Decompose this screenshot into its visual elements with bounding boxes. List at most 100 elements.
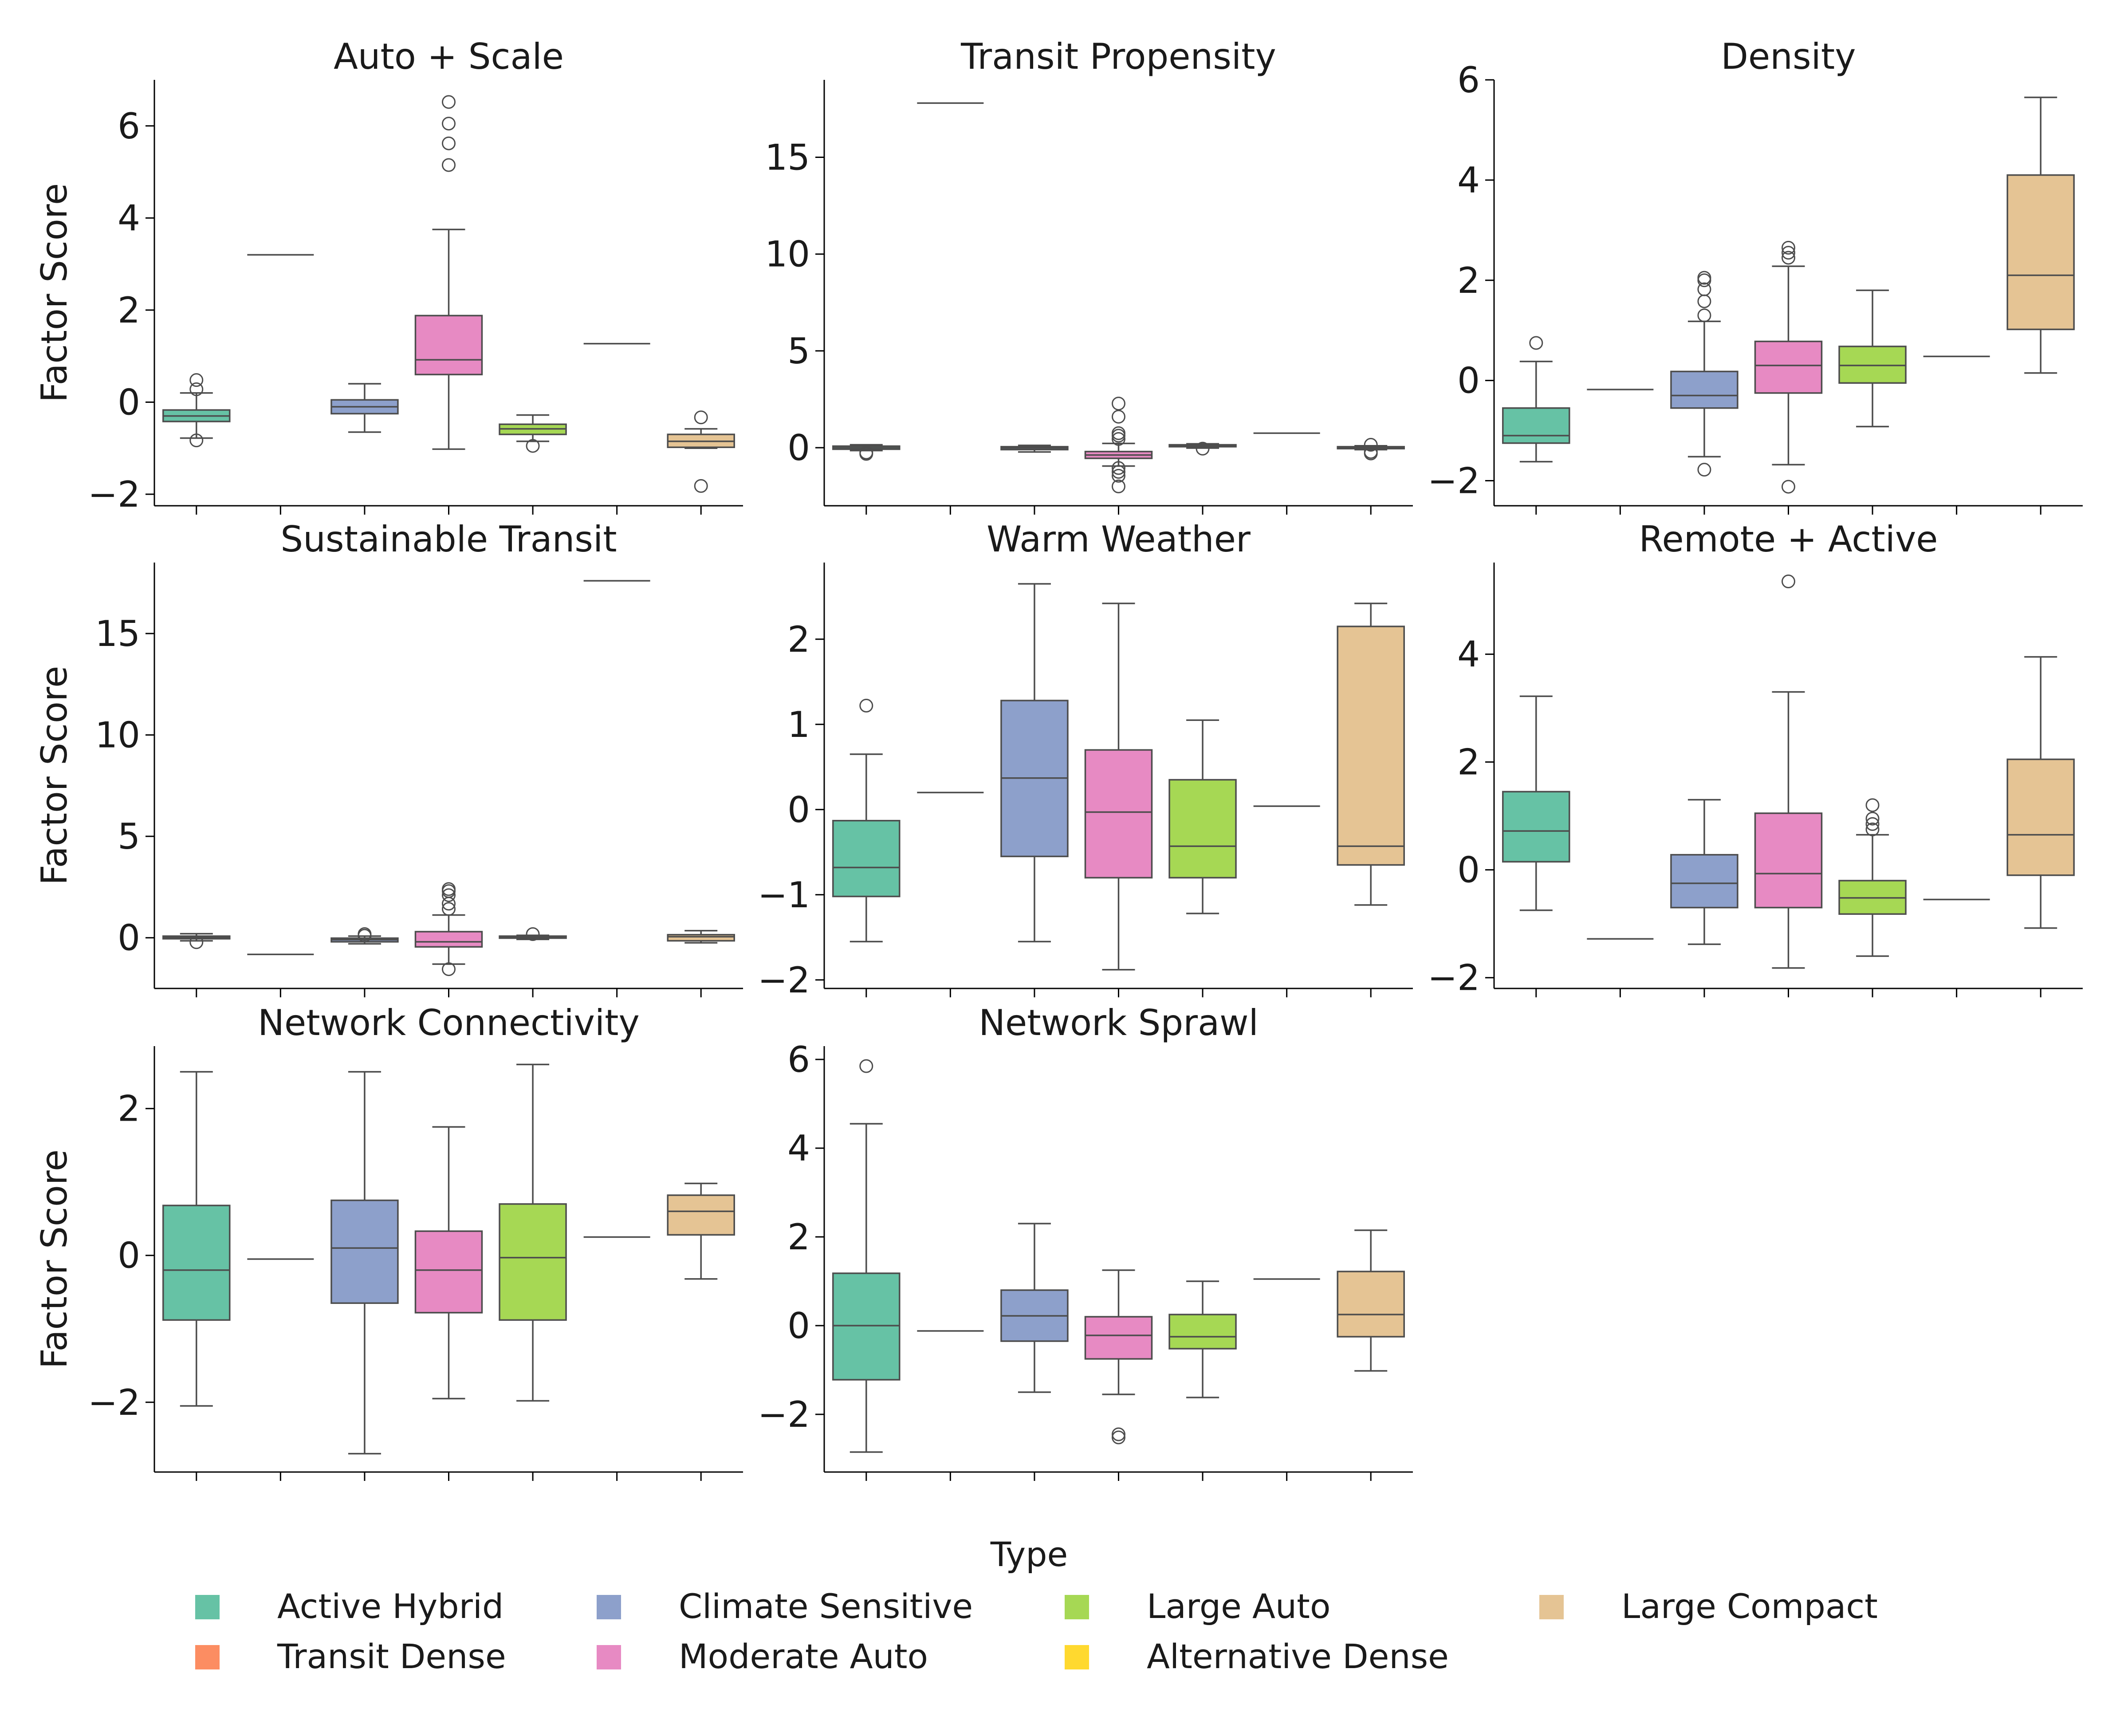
outlier-point bbox=[442, 882, 456, 896]
panel-title: Remote + Active bbox=[1639, 519, 1938, 560]
iqr-box bbox=[667, 1194, 735, 1236]
y-tick-label: 4 bbox=[1457, 160, 1480, 201]
legend-swatch bbox=[195, 1645, 220, 1669]
iqr-box bbox=[667, 934, 735, 942]
y-tick-label: 2 bbox=[118, 290, 140, 331]
y-tick-label: 0 bbox=[1457, 850, 1480, 891]
legend-item-large-compact: Large Compact bbox=[1539, 1586, 1878, 1626]
y-axis-label: Factor Score bbox=[34, 183, 75, 402]
legend-item-active-hybrid: Active Hybrid bbox=[195, 1586, 503, 1626]
iqr-box bbox=[414, 931, 483, 948]
iqr-box bbox=[1502, 407, 1570, 444]
outlier-point bbox=[442, 95, 456, 109]
outlier-point bbox=[189, 373, 204, 387]
y-tick-label: 0 bbox=[787, 427, 810, 468]
box-large-compact bbox=[667, 929, 735, 944]
iqr-box bbox=[2006, 174, 2075, 331]
iqr-box bbox=[1502, 791, 1570, 863]
box-moderate-auto bbox=[1084, 1269, 1153, 1445]
outlier-point bbox=[1782, 480, 1795, 494]
iqr-box bbox=[330, 1199, 399, 1304]
y-tick-label: 0 bbox=[787, 789, 810, 831]
panel-network-connectivity: Network Connectivity −2 0 2 Factor Score bbox=[34, 1002, 743, 1481]
box-large-auto bbox=[499, 927, 567, 941]
iqr-box bbox=[1670, 370, 1738, 409]
panel-network-sprawl: Network Sprawl −2 0 2 4 6 bbox=[758, 1002, 1413, 1481]
outlier-point bbox=[1782, 251, 1795, 265]
outlier-point bbox=[442, 888, 456, 902]
y-tick-label: −2 bbox=[1428, 461, 1480, 502]
y-tick-label: −1 bbox=[758, 874, 810, 916]
panel-title: Density bbox=[1721, 36, 1856, 77]
legend-item-alternative-dense: Alternative Dense bbox=[1065, 1637, 1449, 1676]
outlier-point bbox=[1112, 432, 1125, 446]
y-tick-label: 4 bbox=[787, 1128, 810, 1169]
iqr-box bbox=[1168, 779, 1237, 879]
iqr-box bbox=[1084, 1316, 1153, 1360]
y-tick-label: 2 bbox=[787, 619, 810, 660]
box-active-hybrid bbox=[1502, 695, 1570, 911]
outlier-point bbox=[859, 447, 873, 461]
box-moderate-auto bbox=[1754, 575, 1823, 969]
box-active-hybrid bbox=[162, 1071, 231, 1407]
panel-title: Transit Propensity bbox=[960, 36, 1276, 77]
panel-sustainable-transit: Sustainable Transit 0 5 10 15 Factor Score bbox=[34, 519, 743, 997]
outlier-point bbox=[1112, 1430, 1125, 1445]
outlier-point bbox=[859, 1059, 873, 1073]
box-large-auto bbox=[1838, 289, 1907, 428]
y-tick-label: 4 bbox=[118, 197, 140, 239]
y-tick-label: 0 bbox=[787, 1305, 810, 1346]
box-large-auto bbox=[1168, 1280, 1237, 1398]
legend-swatch bbox=[1065, 1595, 1089, 1619]
outlier-point bbox=[1782, 246, 1795, 260]
legend-label: Moderate Auto bbox=[679, 1637, 928, 1676]
box-active-hybrid bbox=[1502, 336, 1570, 463]
outlier-point bbox=[1697, 271, 1711, 285]
iqr-box bbox=[832, 820, 901, 898]
outlier-point bbox=[1782, 575, 1795, 589]
box-moderate-auto bbox=[414, 882, 483, 976]
legend-item-transit-dense: Transit Dense bbox=[195, 1637, 506, 1676]
outlier-point bbox=[1112, 461, 1125, 475]
outlier-point bbox=[1364, 438, 1378, 452]
outlier-point bbox=[1697, 282, 1711, 296]
box-large-auto bbox=[1168, 441, 1237, 456]
outlier-point bbox=[1865, 823, 1880, 837]
legend-label: Alternative Dense bbox=[1147, 1637, 1449, 1676]
box-large-compact bbox=[2006, 96, 2075, 374]
y-tick-label: 2 bbox=[118, 1088, 140, 1130]
panel-title: Network Sprawl bbox=[979, 1002, 1259, 1043]
outlier-point bbox=[859, 699, 873, 713]
box-active-hybrid bbox=[162, 373, 231, 448]
y-tick-label: 5 bbox=[118, 816, 140, 857]
box-large-auto bbox=[499, 414, 567, 453]
box-climate-sensitive bbox=[330, 927, 399, 945]
iqr-box bbox=[2006, 758, 2075, 876]
legend-label: Transit Dense bbox=[277, 1637, 506, 1676]
y-axis-label: Factor Score bbox=[34, 666, 75, 885]
y-tick-label: 0 bbox=[118, 917, 140, 959]
outlier-point bbox=[1865, 817, 1880, 831]
y-tick-label: 2 bbox=[1457, 260, 1480, 301]
panel-density: Density −2 0 2 4 6 bbox=[1428, 36, 2083, 515]
box-large-compact bbox=[667, 410, 735, 493]
outlier-point bbox=[1697, 294, 1711, 308]
legend: Type Active Hybrid Transit Dense Climate Se… bbox=[195, 1535, 1878, 1676]
outlier-point bbox=[189, 382, 204, 396]
y-tick-label: 6 bbox=[1457, 59, 1480, 101]
legend-label: Large Auto bbox=[1147, 1586, 1330, 1626]
box-active-hybrid bbox=[832, 699, 901, 943]
y-tick-label: 15 bbox=[95, 613, 140, 654]
y-tick-label: 6 bbox=[787, 1039, 810, 1080]
outlier-point bbox=[1112, 479, 1125, 493]
legend-swatch bbox=[1065, 1645, 1089, 1669]
outlier-point bbox=[1697, 308, 1711, 323]
outlier-point bbox=[442, 158, 456, 172]
panel-transit-propensity: Transit Propensity 0 5 10 15 bbox=[765, 36, 1413, 515]
outlier-point bbox=[1112, 409, 1125, 424]
legend-label: Large Compact bbox=[1621, 1586, 1878, 1626]
box-climate-sensitive bbox=[1670, 271, 1738, 477]
outlier-point bbox=[1112, 426, 1125, 440]
box-large-compact bbox=[667, 1182, 735, 1280]
